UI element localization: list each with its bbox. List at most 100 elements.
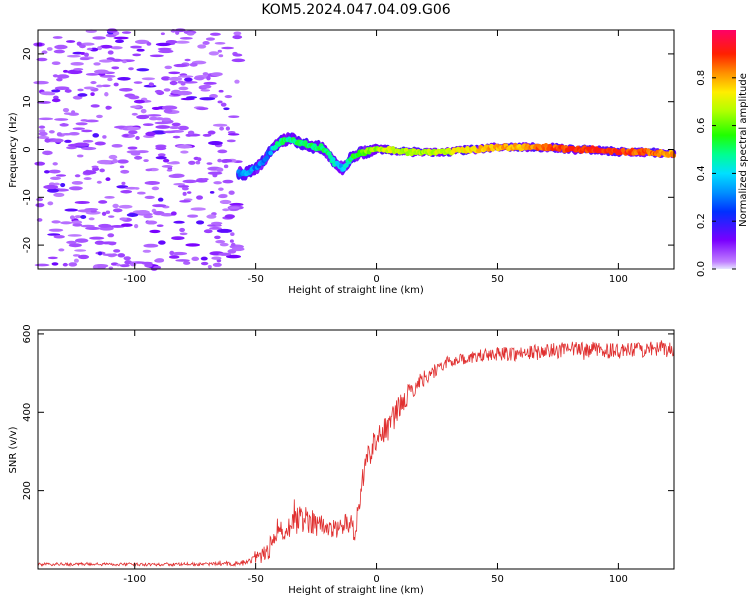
spectrogram-cell <box>217 49 222 53</box>
spectrogram-cell <box>221 46 235 50</box>
spectrogram-cell <box>81 129 93 133</box>
spectrogram-cell <box>222 208 230 212</box>
spectrogram-cell <box>108 154 118 160</box>
spectrogram-cell <box>136 191 146 195</box>
spectrogram-cell <box>85 72 99 76</box>
spectrogram-cell <box>135 210 150 215</box>
spectrogram-cell <box>90 81 97 85</box>
spectrogram-cell <box>176 144 193 149</box>
spectrogram-cell <box>47 188 60 193</box>
spectrogram-cell <box>42 150 53 156</box>
spectrogram-cell <box>171 122 181 127</box>
spectrogram-cell <box>90 104 100 108</box>
spectrogram-cell <box>44 138 51 143</box>
spectrogram-cell <box>107 77 113 82</box>
spectrogram-cell <box>179 200 191 203</box>
spectrogram-cell <box>66 69 83 75</box>
spectrogram-cell <box>119 264 130 268</box>
spectrogram-cell <box>76 154 84 158</box>
spectrogram-cell <box>67 143 83 147</box>
spectrogram-cell <box>186 96 198 99</box>
spectrogram-cell <box>36 57 48 62</box>
spectrogram-cell <box>171 236 185 241</box>
spectrogram-cell <box>200 89 211 92</box>
spectrogram-cell <box>232 53 243 57</box>
spectrogram-cell <box>207 264 212 269</box>
spectrogram-cell <box>91 165 99 169</box>
spectrogram-cell <box>96 180 102 184</box>
spectrogram-cell <box>143 243 159 248</box>
spectrogram-cell <box>43 184 59 190</box>
spectrogram-cell <box>171 251 188 256</box>
spectrogram-cell <box>108 215 115 218</box>
spectrogram-cell <box>144 263 153 268</box>
spectrogram-cell <box>200 256 208 261</box>
spectrogram-cell <box>129 45 143 49</box>
spectrogram-cell <box>208 141 223 146</box>
spectrogram-cell <box>80 224 95 228</box>
spectrogram-cell <box>187 214 199 218</box>
spectrogram-cell <box>182 179 198 184</box>
spectrogram-cell <box>75 122 88 126</box>
spectrogram-cell <box>71 220 83 225</box>
spectrogram-cell <box>81 146 97 151</box>
snr-series-line <box>37 340 675 568</box>
spectrogram-cell <box>83 170 97 175</box>
spectrogram-cell <box>120 169 130 174</box>
spectrogram-cell <box>132 53 142 57</box>
spectrogram-cell <box>102 253 118 257</box>
spectrogram-cell <box>60 221 73 225</box>
spectrogram-cell <box>151 186 160 191</box>
spectrogram-cell <box>177 184 190 188</box>
spectrogram-cell <box>53 49 66 54</box>
spectrogram-cell <box>158 240 166 245</box>
spectrogram-cell <box>175 30 180 35</box>
spectrogram-cell <box>126 213 139 217</box>
spectrogram-cell <box>74 200 90 204</box>
colorbar-tick-label: 0.0 <box>696 261 707 277</box>
spectrogram-cell <box>130 105 141 109</box>
spectrogram-cell <box>54 118 69 121</box>
spectrogram-cell <box>226 139 236 143</box>
colorbar-tick-label: 0.4 <box>696 165 707 181</box>
spectrogram-cell <box>104 195 115 199</box>
spectrogram-cell <box>85 226 101 230</box>
spectrogram-cell <box>189 62 198 67</box>
snr-x-ticks: -100 -50 0 50 100 <box>123 330 628 585</box>
spectrogram-cell <box>217 100 223 104</box>
spectrogram-cell <box>60 182 66 188</box>
spectrogram-cell <box>96 84 103 88</box>
spectrogram-cell <box>122 134 129 138</box>
spectrogram-cell <box>174 40 190 44</box>
spectrogram-y-ticks: -20 -10 0 10 20 <box>22 48 674 253</box>
spectrogram-cell <box>161 105 178 110</box>
spectrogram-cell <box>116 263 121 267</box>
spectrogram-cell <box>41 50 48 55</box>
spectrogram-cell <box>152 204 167 208</box>
spectrogram-y-tick-label: 10 <box>22 95 33 108</box>
spectrogram-cell <box>190 207 206 211</box>
spectrogram-cell <box>234 79 240 84</box>
spectrogram-cell <box>36 197 44 202</box>
spectrogram-cell <box>214 41 226 45</box>
spectrogram-x-tick-label: -50 <box>247 274 263 285</box>
spectrogram-cell <box>155 117 164 121</box>
spectrogram-cell <box>98 200 108 204</box>
spectrogram-cell <box>68 186 83 191</box>
spectrogram-cell <box>145 168 153 172</box>
spectrogram-cell <box>144 195 155 199</box>
spectrogram-y-tick-label: 20 <box>22 48 33 61</box>
spectrogram-cell <box>155 156 167 160</box>
spectrogram-cell <box>112 158 118 164</box>
spectrogram-cell <box>217 149 228 154</box>
spectrogram-cell <box>93 62 101 66</box>
spectrogram-cell <box>56 74 70 79</box>
spectrogram-cell <box>210 72 223 77</box>
spectrogram-cell <box>64 89 72 93</box>
spectrogram-cell <box>73 67 84 71</box>
spectrogram-cell <box>62 262 68 267</box>
spectrogram-cell <box>163 130 176 134</box>
spectrogram-cell <box>162 158 170 163</box>
spectrogram-cell <box>71 110 76 114</box>
spectrogram-cell <box>196 220 205 225</box>
